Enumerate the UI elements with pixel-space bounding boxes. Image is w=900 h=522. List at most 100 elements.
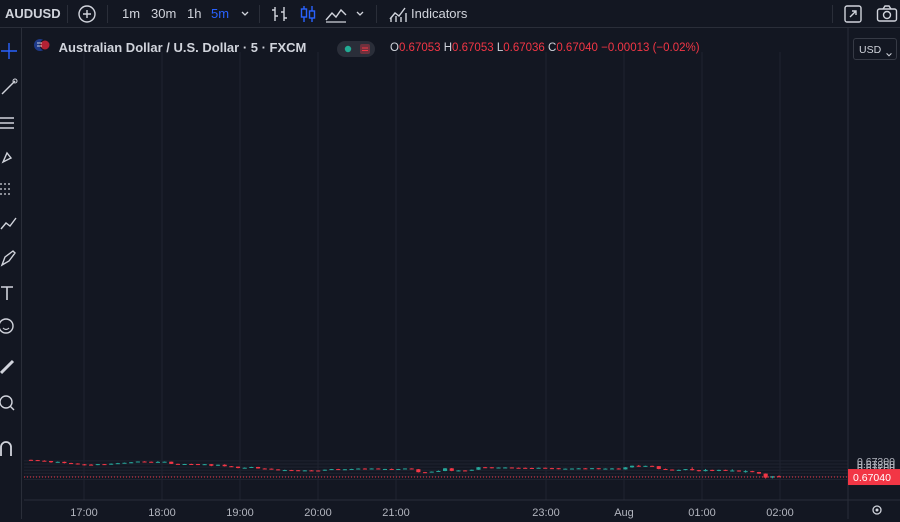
market-status-pill[interactable] <box>337 41 375 57</box>
time-tick-label: 17:00 <box>70 507 98 519</box>
chart-grid <box>24 52 848 500</box>
candle-body <box>55 461 60 463</box>
price-axis[interactable]: 0.673000.672500.672000.671500.671000.670… <box>847 28 895 519</box>
candle-body <box>155 461 160 463</box>
indicators-icon[interactable] <box>388 4 408 24</box>
high-value: 0.67053 <box>452 42 494 54</box>
interval-1h[interactable]: 1h <box>187 6 202 21</box>
candle-body <box>476 467 481 470</box>
candle-body <box>162 461 167 463</box>
emoji-icon[interactable] <box>0 317 18 335</box>
bars-chart-type-icon[interactable] <box>270 4 290 24</box>
candle-body <box>329 469 334 471</box>
candle-body <box>189 464 194 465</box>
candle-body <box>82 464 87 466</box>
time-tick-label: Aug <box>614 507 634 519</box>
candle-body <box>696 470 701 472</box>
candle-body <box>175 463 180 465</box>
candle-body <box>376 468 381 470</box>
time-axis[interactable]: 17:00 18:00 19:00 20:00 21:00 23:00 Aug 01:00 02… <box>24 499 900 519</box>
candle-body <box>349 468 354 470</box>
divider <box>832 5 833 23</box>
candle-body <box>235 466 241 469</box>
candle-body <box>282 470 287 472</box>
candle-body <box>730 470 735 472</box>
candle-body <box>443 468 448 472</box>
candle-body <box>28 459 34 461</box>
ruler-icon[interactable] <box>0 358 18 376</box>
low-label: L <box>496 42 504 54</box>
symbol-search[interactable]: AUDUSD <box>5 6 61 21</box>
time-tick-label: 18:00 <box>148 507 176 519</box>
candle-body <box>436 471 441 473</box>
trend-line-icon[interactable] <box>0 78 18 96</box>
candle-body <box>402 468 408 470</box>
candle-body <box>630 465 635 468</box>
candle-body <box>296 470 301 472</box>
time-tick-label: 02:00 <box>766 507 794 519</box>
candle-body <box>142 461 147 463</box>
candle-body <box>483 467 488 469</box>
top-toolbar: AUDUSD 1m 30m 1h 5m Indicators <box>0 0 900 28</box>
text-tool-icon[interactable] <box>0 284 18 302</box>
candle-body <box>276 469 281 471</box>
magnet-icon[interactable] <box>0 440 18 458</box>
horizontal-lines-icon[interactable] <box>0 114 18 132</box>
settings-gear-icon[interactable] <box>870 503 884 522</box>
area-chart-type-icon[interactable] <box>325 4 347 24</box>
zoom-in-icon[interactable] <box>0 395 18 413</box>
pattern-icon[interactable] <box>0 215 18 233</box>
time-tick-label: 21:00 <box>382 507 410 519</box>
last-price-line: 0.67040 <box>24 469 900 486</box>
chevron-down-icon[interactable] <box>355 9 365 19</box>
candle-body <box>195 464 201 466</box>
chevron-down-icon[interactable] <box>240 9 250 19</box>
candle-body <box>463 470 468 472</box>
drawing-toolbar <box>0 28 22 519</box>
crosshair-icon[interactable] <box>0 42 18 60</box>
publish-icon[interactable] <box>843 4 863 24</box>
candle-body <box>269 468 274 470</box>
low-value: 0.67036 <box>503 42 545 54</box>
candle-body <box>35 460 40 462</box>
compare-plus-icon[interactable] <box>78 5 96 23</box>
currency-selector[interactable]: USD <box>853 38 897 60</box>
time-tick-label: 01:00 <box>688 507 716 519</box>
candle-body <box>182 464 187 465</box>
candle-body <box>122 462 127 464</box>
candle-body <box>556 468 561 470</box>
candle-body <box>650 465 655 467</box>
candle-body <box>529 467 534 469</box>
candle-body <box>309 470 314 472</box>
candle-body <box>222 464 227 467</box>
candle-body <box>369 468 374 470</box>
candle-body <box>509 467 514 469</box>
brush-icon[interactable] <box>0 147 18 165</box>
time-tick-label: 19:00 <box>226 507 254 519</box>
candle-body <box>690 469 695 471</box>
candle-body <box>48 461 54 463</box>
camera-icon[interactable] <box>876 5 898 23</box>
candles-chart-type-icon[interactable] <box>298 4 318 24</box>
candle-body <box>636 465 641 467</box>
candle-body <box>643 465 648 467</box>
candle-body <box>623 467 628 470</box>
interval-5m[interactable]: 5m <box>211 6 230 21</box>
symbol-title[interactable]: Australian Dollar / U.S. Dollar · 5 · FX… <box>58 40 307 55</box>
currency-flag-icon <box>34 37 51 61</box>
candle-body <box>102 464 107 466</box>
fib-retracement-icon[interactable] <box>0 181 18 199</box>
candle-body <box>396 469 401 471</box>
candle-body <box>703 469 708 472</box>
indicators-button[interactable]: Indicators <box>411 6 468 21</box>
candle-body <box>135 461 140 463</box>
interval-1m[interactable]: 1m <box>122 6 141 21</box>
divider <box>107 5 108 23</box>
currency-label: USD <box>859 44 882 56</box>
interval-30m[interactable]: 30m <box>151 6 177 21</box>
last-price-badge <box>848 469 900 486</box>
candle-body <box>249 466 254 468</box>
pen-icon[interactable] <box>0 249 18 267</box>
time-tick-label: 23:00 <box>532 507 560 519</box>
